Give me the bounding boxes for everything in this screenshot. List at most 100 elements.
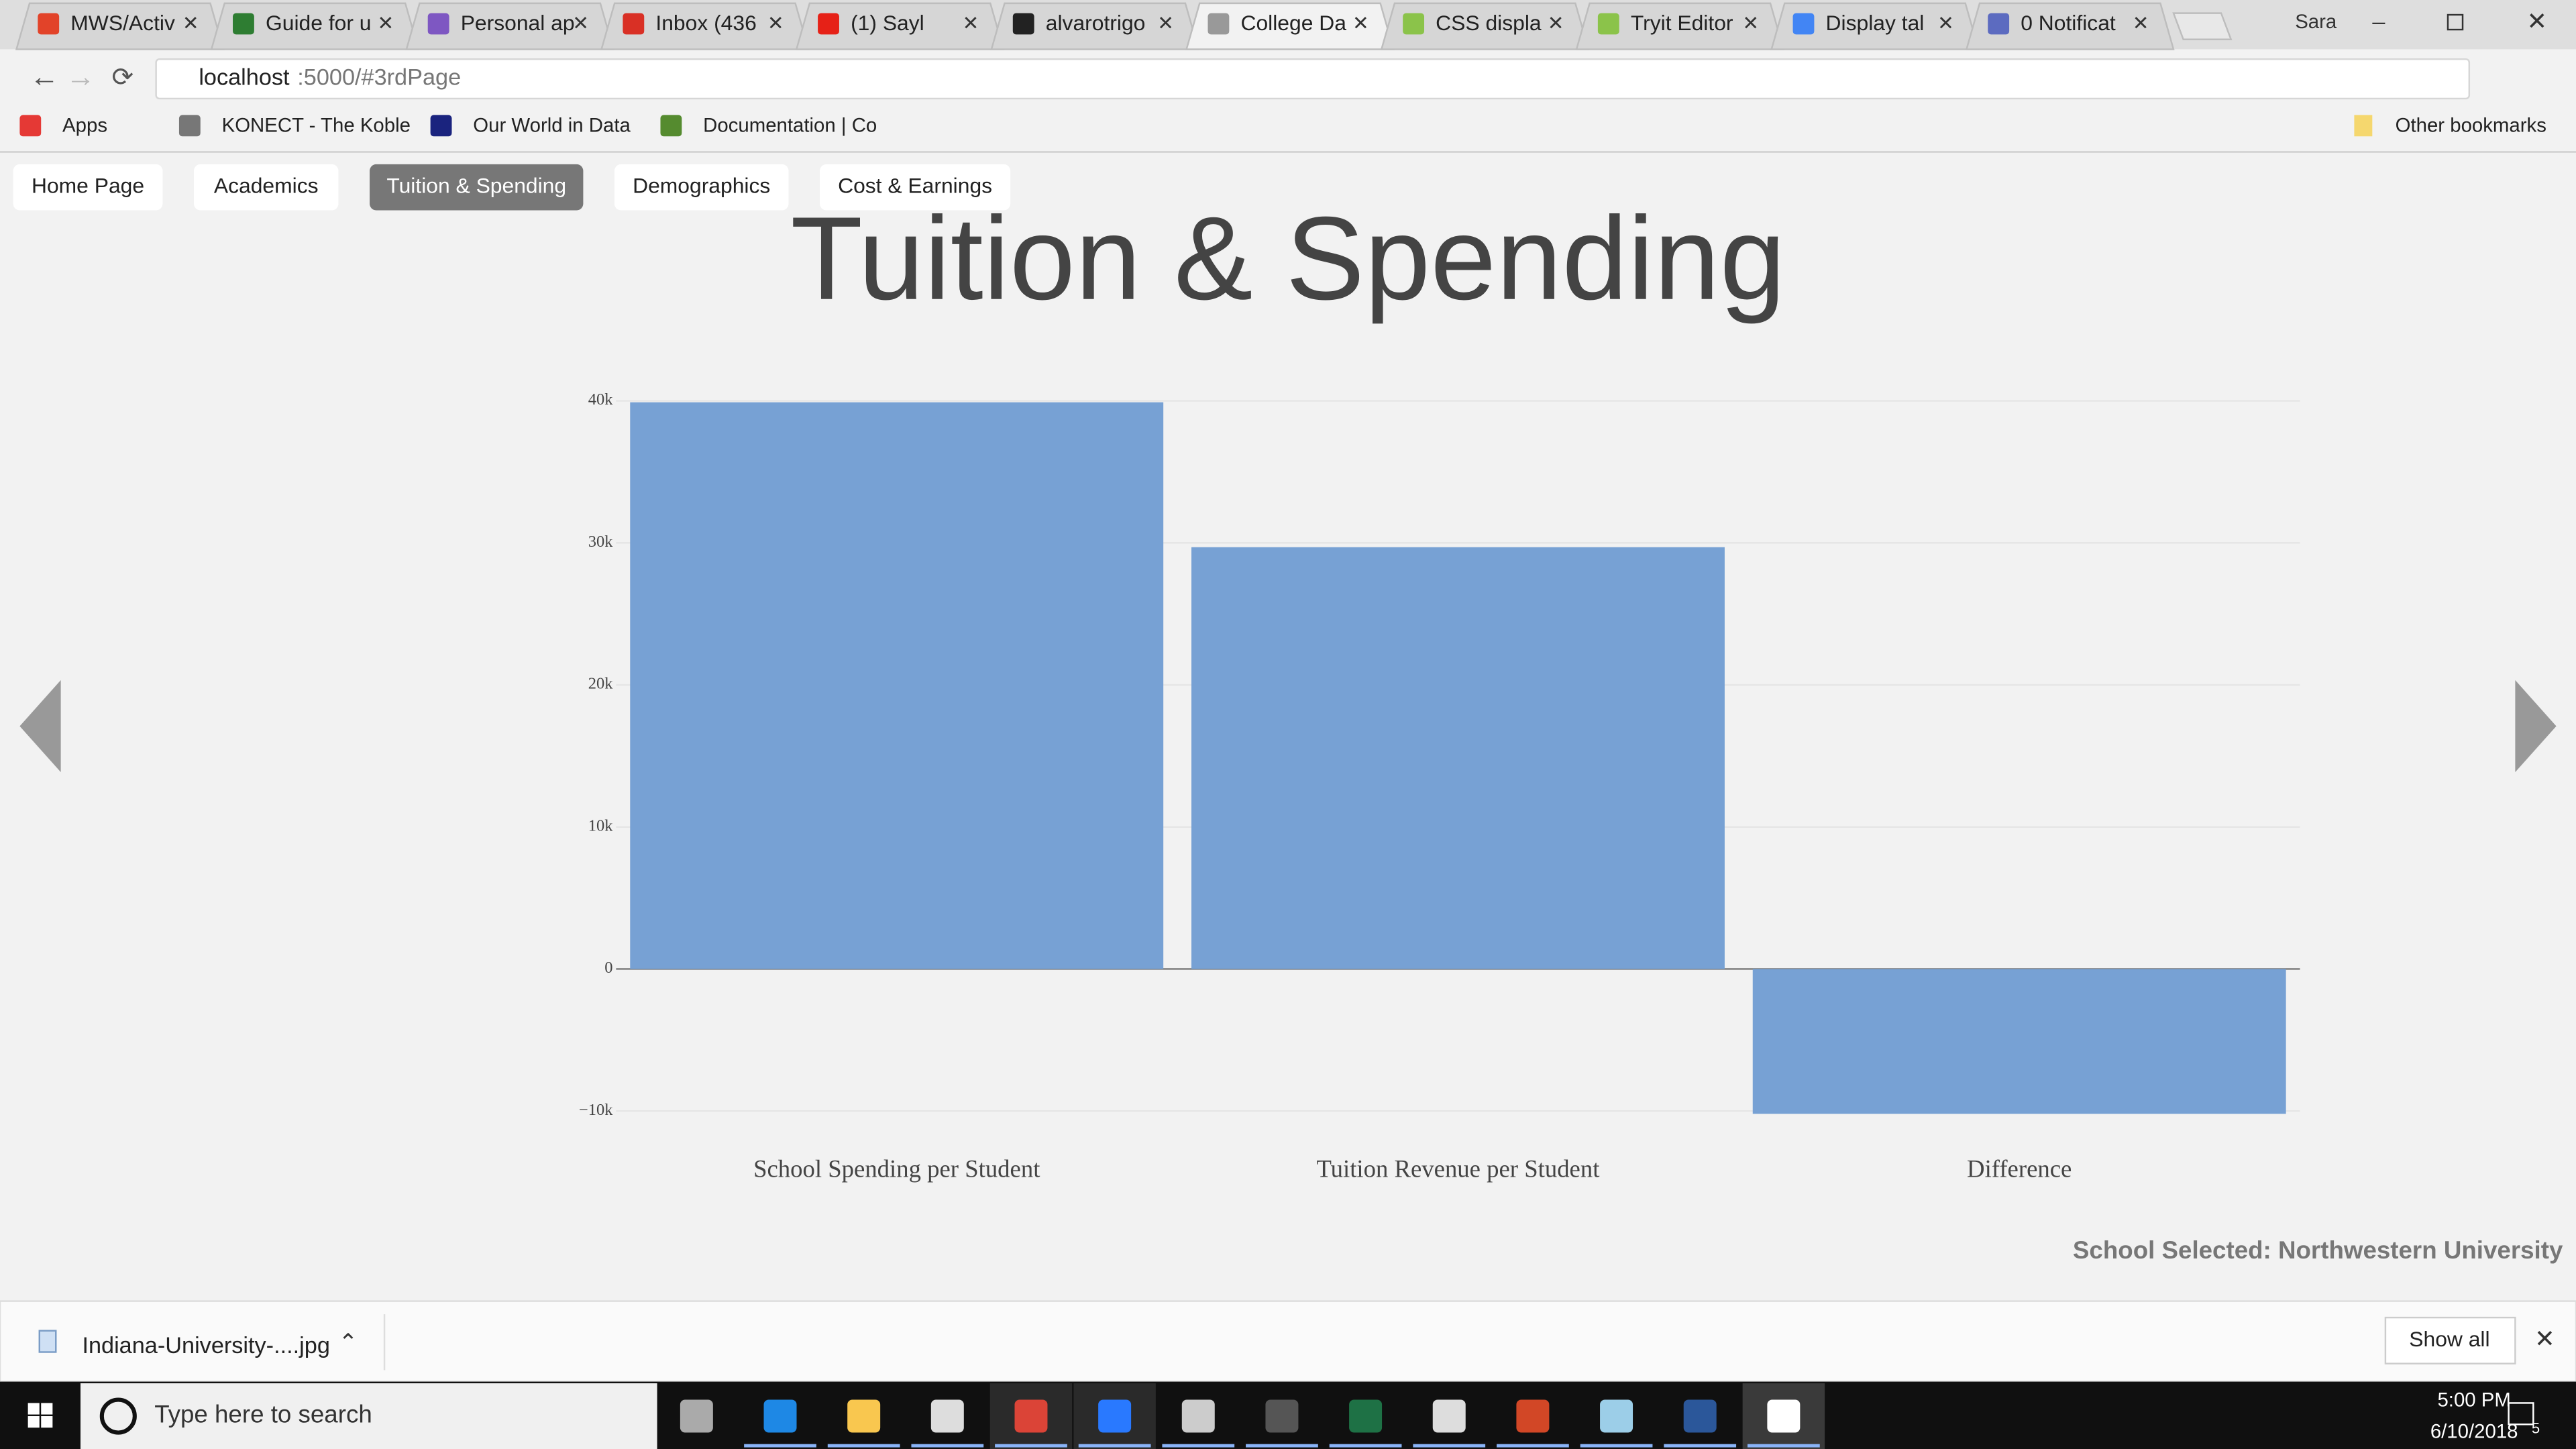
tab[interactable] bbox=[1380, 2, 1590, 50]
show-all-button[interactable] bbox=[2384, 1316, 2516, 1364]
tab-title: 0 Notificat bbox=[2021, 11, 2116, 35]
search-box[interactable] bbox=[80, 1383, 657, 1449]
profile-name[interactable]: Sara bbox=[2295, 11, 2337, 33]
reload-button[interactable]: ⟳ bbox=[112, 63, 134, 92]
app-underline bbox=[1078, 1444, 1151, 1448]
taskbar-app[interactable] bbox=[1767, 1399, 1801, 1433]
back-button[interactable]: ← bbox=[30, 60, 59, 93]
nav-button[interactable] bbox=[614, 164, 789, 211]
taskbar-app[interactable] bbox=[1432, 1399, 1466, 1433]
nav-label: Home Page bbox=[32, 174, 144, 198]
tab-close[interactable]: ✕ bbox=[1157, 13, 1174, 35]
nav-button[interactable] bbox=[820, 164, 1011, 211]
tab-title: Display tal bbox=[1826, 11, 1925, 35]
nav-button[interactable] bbox=[193, 164, 339, 211]
tab-close[interactable]: ✕ bbox=[1937, 13, 1954, 35]
x-tick-label: Difference bbox=[1967, 1155, 2072, 1183]
tab[interactable] bbox=[1965, 2, 2175, 50]
search-placeholder: Type here to search bbox=[154, 1401, 372, 1428]
tab-title: (1) Sayl bbox=[851, 11, 924, 35]
taskbar-app[interactable] bbox=[680, 1399, 713, 1433]
taskbar-app[interactable] bbox=[1683, 1399, 1717, 1433]
taskbar-app[interactable] bbox=[1516, 1399, 1550, 1433]
tab[interactable] bbox=[990, 2, 1200, 50]
download-menu[interactable]: ⌃ bbox=[338, 1330, 358, 1355]
taskbar-app[interactable] bbox=[930, 1399, 964, 1433]
url-path: :5000/#3rdPage bbox=[297, 65, 461, 91]
show-all: Show all bbox=[2409, 1327, 2489, 1351]
close-window[interactable]: ✕ bbox=[2527, 7, 2548, 35]
tab-close[interactable]: ✕ bbox=[767, 13, 784, 35]
tab-close[interactable]: ✕ bbox=[572, 13, 589, 35]
tab-close[interactable]: ✕ bbox=[963, 13, 979, 35]
tab-close[interactable]: ✕ bbox=[378, 13, 394, 35]
cortana-icon bbox=[99, 1397, 137, 1435]
bookmark-icon bbox=[430, 115, 452, 137]
tab-close[interactable]: ✕ bbox=[1548, 13, 1564, 35]
taskbar-app[interactable] bbox=[1181, 1399, 1215, 1433]
minimize[interactable]: – bbox=[2372, 9, 2385, 34]
forward-button[interactable]: → bbox=[66, 60, 95, 93]
nav-label: Cost & Earnings bbox=[838, 174, 992, 198]
tab-icon bbox=[1597, 13, 1619, 35]
bookmark[interactable]: Apps bbox=[62, 114, 107, 136]
url-host: localhost bbox=[199, 65, 290, 91]
bar bbox=[1752, 969, 2286, 1114]
taskbar-app[interactable] bbox=[847, 1399, 881, 1433]
download-file[interactable]: Indiana-University-....jpg bbox=[82, 1333, 329, 1358]
y-tick-label: −10k bbox=[579, 1101, 613, 1119]
tab-title: College Da bbox=[1240, 11, 1346, 35]
tab-icon bbox=[1208, 13, 1230, 35]
tab-icon bbox=[1792, 13, 1815, 35]
tab-icon bbox=[1403, 13, 1425, 35]
restore[interactable] bbox=[2447, 13, 2464, 31]
tab-close[interactable]: ✕ bbox=[1352, 13, 1369, 35]
taskbar-app[interactable] bbox=[1014, 1399, 1048, 1433]
tab[interactable] bbox=[600, 2, 810, 50]
tab[interactable] bbox=[15, 2, 225, 50]
tab[interactable] bbox=[1185, 2, 1395, 50]
x-tick-label: Tuition Revenue per Student bbox=[1317, 1155, 1600, 1183]
taskbar-app[interactable] bbox=[1098, 1399, 1132, 1433]
tab-close[interactable]: ✕ bbox=[2133, 13, 2149, 35]
prev-arrow[interactable] bbox=[19, 680, 61, 773]
tab[interactable] bbox=[405, 2, 615, 50]
tab[interactable] bbox=[210, 2, 420, 50]
app-underline bbox=[1329, 1444, 1402, 1448]
taskbar-app[interactable] bbox=[1600, 1399, 1633, 1433]
app-underline bbox=[1162, 1444, 1235, 1448]
tab-icon bbox=[1012, 13, 1034, 35]
y-tick-label: 0 bbox=[604, 959, 612, 977]
tab-icon bbox=[1988, 13, 2010, 35]
tab[interactable] bbox=[795, 2, 1005, 50]
address-bar[interactable] bbox=[155, 58, 2471, 100]
next-arrow[interactable] bbox=[2515, 680, 2557, 773]
bookmark[interactable]: Our World in Data bbox=[473, 114, 631, 136]
tab[interactable] bbox=[1770, 2, 1980, 50]
tab-icon bbox=[818, 13, 839, 35]
taskbar-app[interactable] bbox=[1349, 1399, 1383, 1433]
tab[interactable] bbox=[1575, 2, 1785, 50]
app-underline bbox=[1413, 1444, 1486, 1448]
taskbar-app[interactable] bbox=[763, 1399, 797, 1433]
nav-button[interactable] bbox=[370, 164, 584, 211]
bookmark[interactable]: Documentation | Co bbox=[703, 114, 877, 136]
bookmark[interactable]: KONECT - The Koble bbox=[222, 114, 411, 136]
other-bookmarks[interactable]: Other bookmarks bbox=[2396, 114, 2546, 136]
tab-icon bbox=[623, 13, 645, 35]
start-button[interactable] bbox=[28, 1403, 53, 1428]
app-underline bbox=[911, 1444, 984, 1448]
tab-icon bbox=[38, 13, 60, 35]
tab-close[interactable]: ✕ bbox=[1742, 13, 1759, 35]
action-center[interactable] bbox=[2508, 1402, 2534, 1426]
taskbar-apps bbox=[680, 1383, 1825, 1449]
taskbar-app[interactable] bbox=[1265, 1399, 1299, 1433]
x-tick-label: School Spending per Student bbox=[753, 1155, 1040, 1183]
close-downloads[interactable]: ✕ bbox=[2534, 1325, 2555, 1352]
app-underline bbox=[1747, 1444, 1820, 1448]
app-underline bbox=[1580, 1444, 1653, 1448]
nav-button[interactable] bbox=[13, 164, 163, 211]
tab-close[interactable]: ✕ bbox=[182, 13, 199, 35]
bar bbox=[630, 402, 1164, 969]
new-tab[interactable] bbox=[2172, 12, 2233, 40]
